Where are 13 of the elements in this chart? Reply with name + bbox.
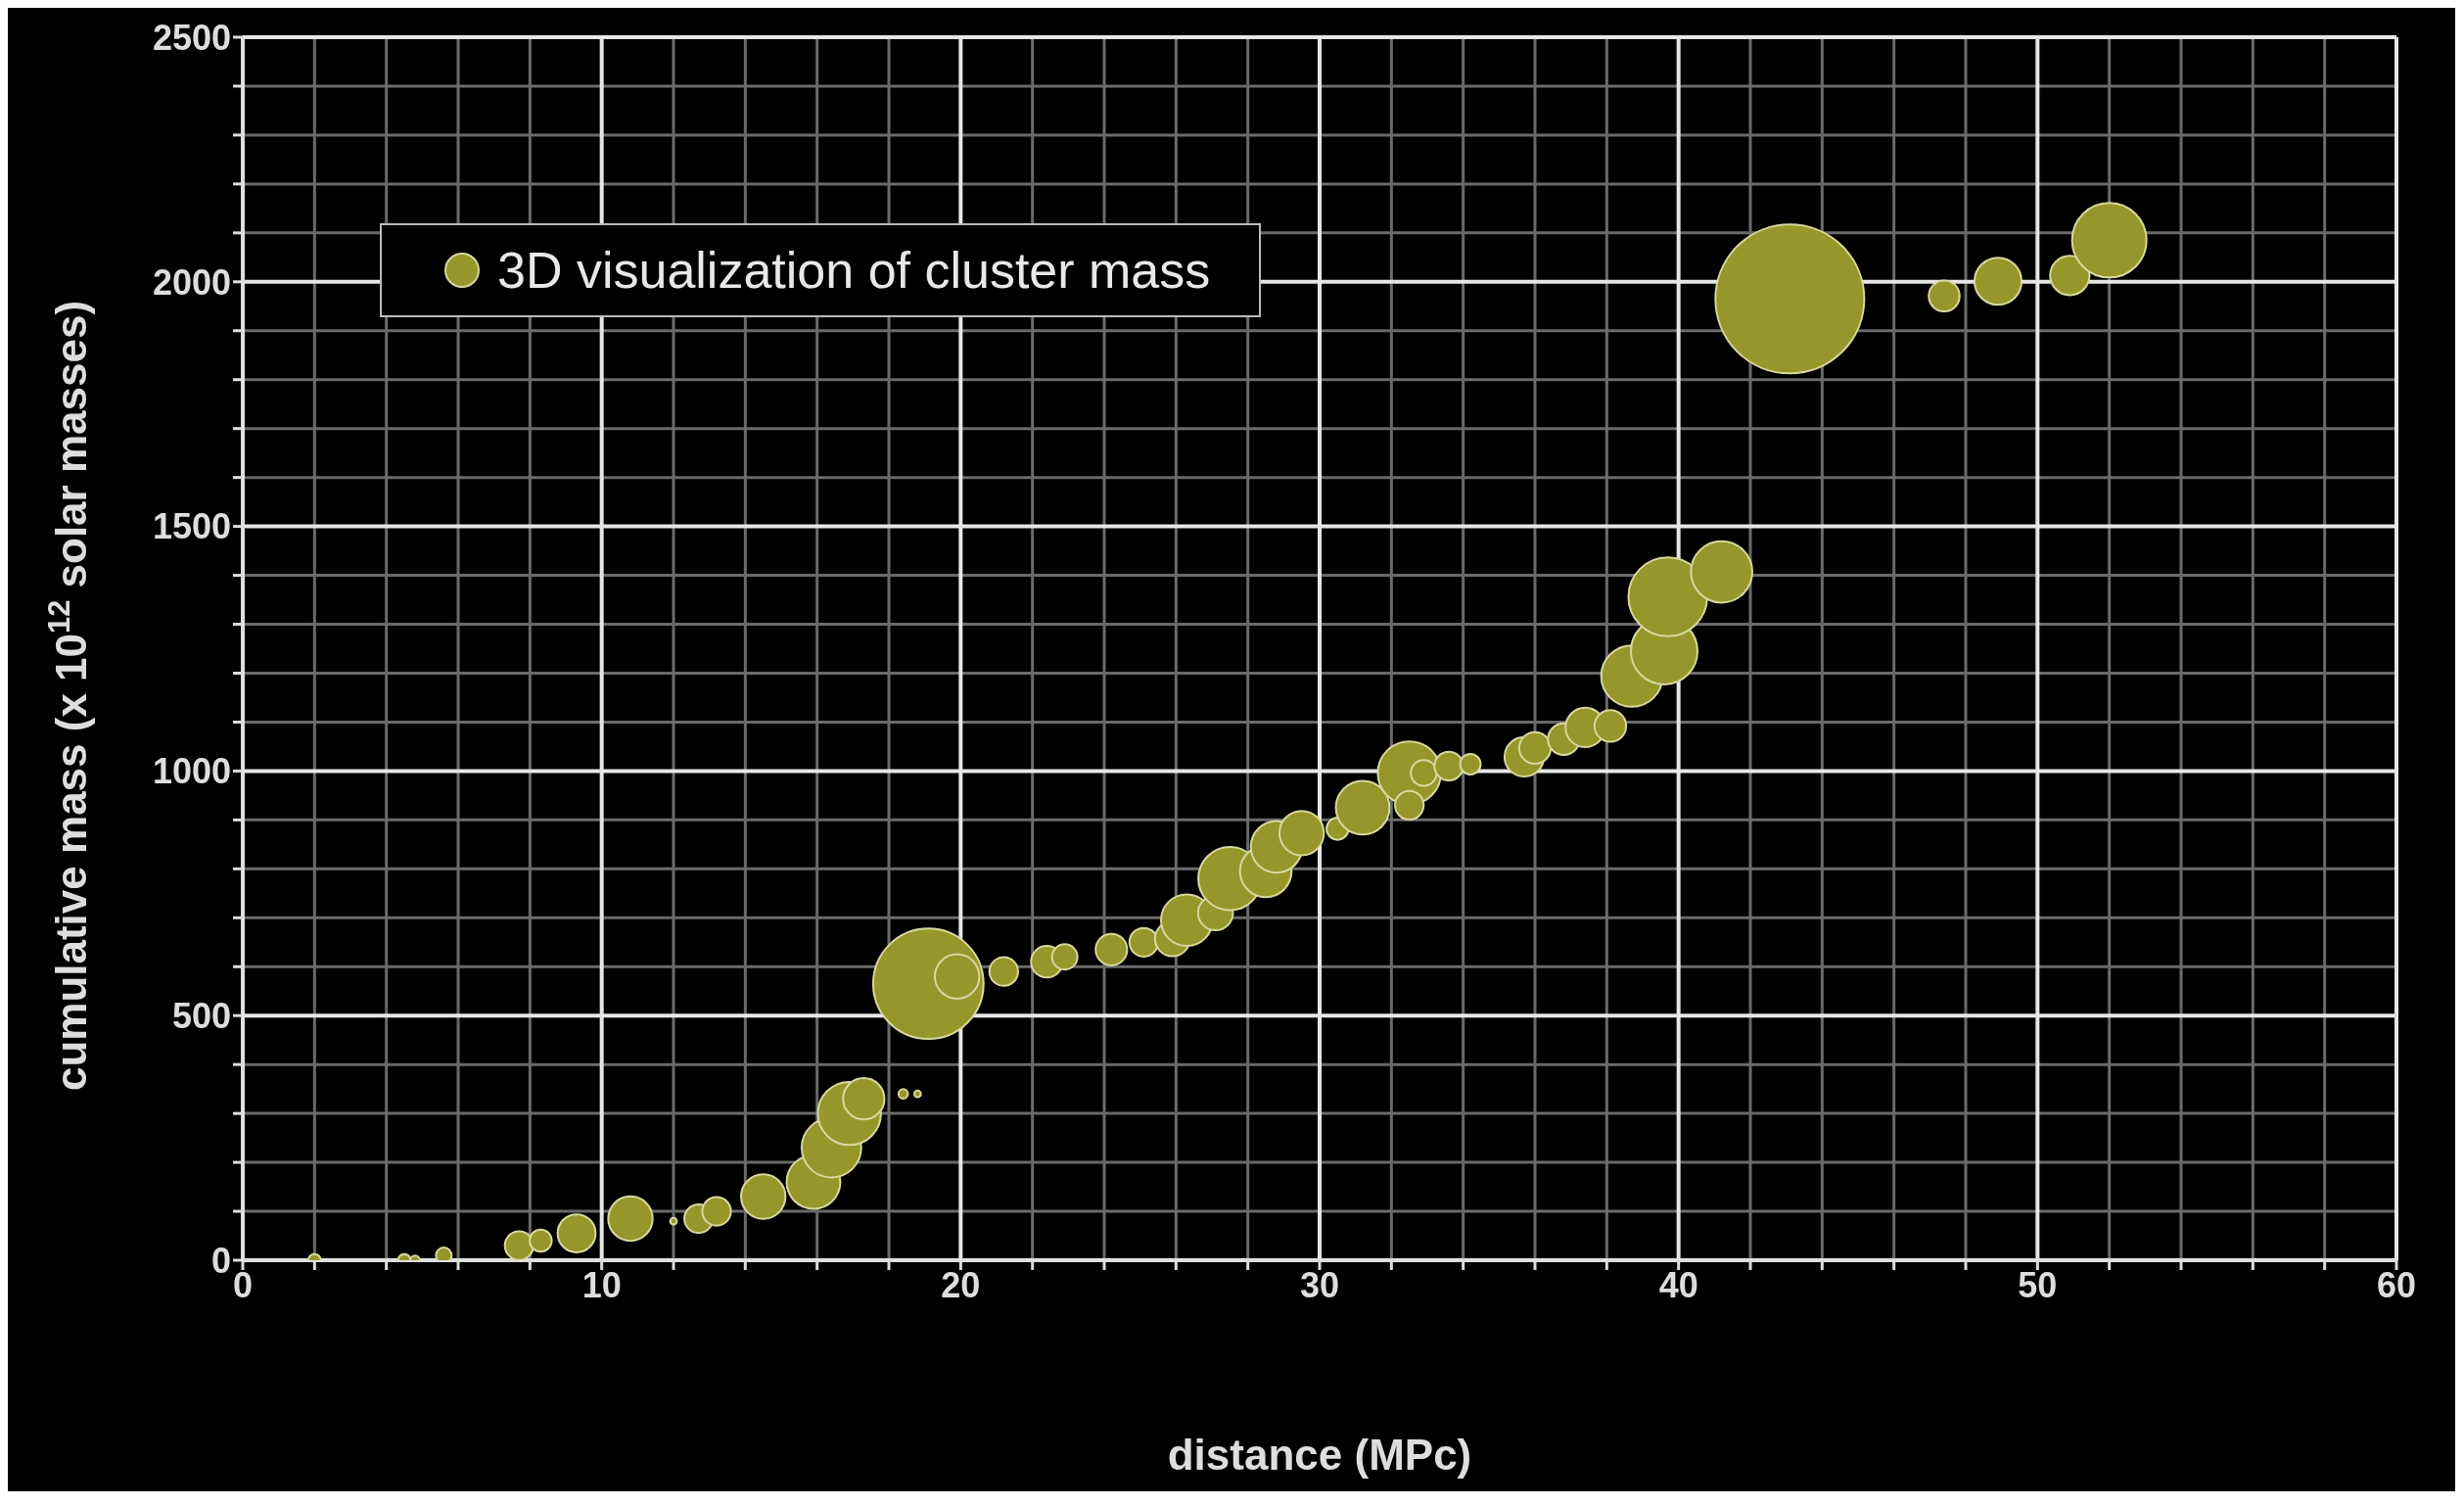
x-tick-label: 50: [2018, 1264, 2058, 1305]
y-tick-label: 500: [171, 995, 231, 1036]
x-tick-label: 40: [1658, 1264, 1698, 1305]
legend-label: 3D visualization of cluster mass: [496, 241, 1211, 300]
y-tick-label: 1000: [152, 751, 231, 792]
x-tick-label: 20: [941, 1264, 981, 1305]
x-tick-label: 60: [2376, 1264, 2417, 1305]
x-tick-label: 30: [1299, 1264, 1340, 1305]
y-tick-label: 2000: [152, 261, 231, 303]
x-axis-title: distance (MPc): [1167, 1431, 1472, 1479]
x-tick-label: 10: [581, 1264, 622, 1305]
y-tick-label: 2500: [152, 17, 231, 58]
y-tick-label: 1500: [152, 506, 231, 547]
